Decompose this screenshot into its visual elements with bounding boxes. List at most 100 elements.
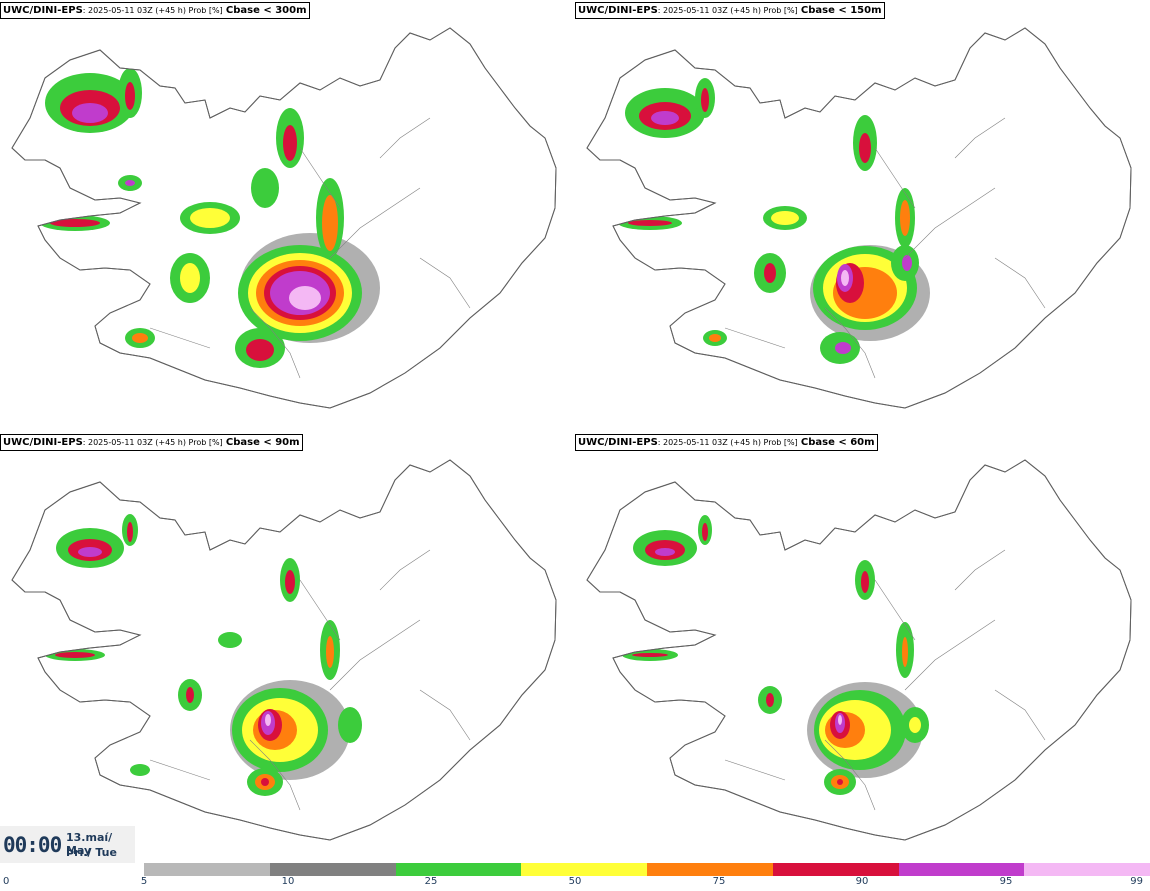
colorbar-segment (395, 863, 522, 876)
colorbar-tick-label: 90 (855, 876, 869, 887)
probability-contour (125, 180, 135, 186)
probability-contour (766, 693, 774, 707)
probability-contour (190, 208, 230, 228)
region-boundary (249, 739, 301, 811)
map-panel-cbase-300: UWC/DINI-EPS: 2025-05-11 03Z (+45 h) Pro… (0, 0, 575, 432)
map-panel-cbase-60: UWC/DINI-EPS: 2025-05-11 03Z (+45 h) Pro… (575, 432, 1150, 864)
probability-contour (841, 270, 849, 286)
probability-contour (909, 717, 921, 733)
probability-contour (902, 637, 908, 667)
probability-contour (900, 200, 910, 236)
probability-contour (709, 334, 721, 342)
colorbar-tick-label: 50 (568, 876, 582, 887)
colorbar-segment (1024, 863, 1150, 876)
probability-contour (289, 286, 321, 310)
colorbar-tick-label: 95 (999, 876, 1013, 887)
probability-contour (764, 263, 776, 283)
region-boundary (299, 147, 341, 209)
region-boundary (329, 619, 421, 691)
probability-contour (861, 571, 869, 593)
region-boundary (249, 307, 301, 379)
colorbar-tick-label: 25 (424, 876, 438, 887)
probability-contour (322, 195, 338, 251)
probability-contour (771, 211, 799, 225)
iceland-coastline (586, 459, 1132, 841)
probability-contour (246, 339, 274, 361)
panel-title: UWC/DINI-EPS: 2025-05-11 03Z (+45 h) Pro… (0, 434, 303, 451)
probability-contour (326, 636, 334, 668)
iceland-map (11, 27, 557, 409)
region-boundary (329, 187, 421, 259)
region-boundary (904, 187, 996, 259)
region-boundary (824, 739, 876, 811)
colorbar-segment (772, 863, 899, 876)
probability-contour (283, 125, 297, 161)
probability-contour (655, 548, 675, 556)
region-boundary (994, 689, 1046, 741)
region-boundary (419, 257, 471, 309)
probability-contour (12, 293, 19, 323)
region-boundary (824, 307, 876, 379)
region-boundary (149, 759, 211, 781)
probability-contour (702, 523, 708, 541)
region-boundary (874, 579, 916, 641)
probability-contour (251, 168, 279, 208)
region-boundary (379, 117, 431, 159)
region-boundary (379, 549, 431, 591)
colorbar-tick-label: 99 (1130, 876, 1143, 887)
probability-contour (265, 714, 271, 726)
probability-colorbar (144, 863, 1150, 876)
iceland-map (586, 459, 1132, 841)
region-boundary (299, 579, 341, 641)
probability-contour (130, 764, 150, 776)
iceland-map (11, 459, 557, 841)
region-boundary (904, 619, 996, 691)
probability-contour (338, 707, 362, 743)
probability-contour (180, 263, 200, 293)
probability-contour (632, 653, 668, 657)
valid-date-line-1: 13.maí/ May (66, 831, 113, 857)
region-boundary (149, 327, 211, 349)
valid-time-box: 00:00 13.maí/ May Þri./ Tue (0, 826, 135, 863)
region-boundary (954, 117, 1006, 159)
colorbar-ticks: 0 5 10 25 50 75 90 95 99 (0, 876, 1150, 890)
iceland-map (586, 27, 1132, 409)
probability-contour (837, 779, 843, 785)
probability-contour (55, 652, 95, 658)
probability-contour (78, 547, 102, 557)
probability-contour (186, 687, 194, 703)
valid-date-line-2: Þri./ Tue (66, 846, 117, 859)
region-boundary (874, 147, 916, 209)
region-boundary (994, 257, 1046, 309)
colorbar-segment (647, 863, 773, 876)
probability-contour (127, 522, 133, 542)
colorbar-tick-label: 0 (3, 876, 10, 887)
probability-contour (72, 103, 108, 123)
probability-contour (859, 133, 871, 163)
colorbar-segment (521, 863, 647, 876)
region-boundary (954, 549, 1006, 591)
map-panel-cbase-150: UWC/DINI-EPS: 2025-05-11 03Z (+45 h) Pro… (575, 0, 1150, 432)
colorbar-tick-label: 5 (140, 876, 148, 887)
panel-title: UWC/DINI-EPS: 2025-05-11 03Z (+45 h) Pro… (575, 434, 878, 451)
probability-contour (838, 715, 842, 725)
region-boundary (419, 689, 471, 741)
probability-contour (50, 219, 100, 227)
probability-contour (701, 88, 709, 112)
probability-contour (218, 632, 242, 648)
probability-contour (261, 778, 269, 786)
probability-contour (835, 342, 851, 354)
probability-contour (902, 255, 912, 271)
map-panel-cbase-90: UWC/DINI-EPS: 2025-05-11 03Z (+45 h) Pro… (0, 432, 575, 864)
probability-contour (285, 570, 295, 594)
colorbar-segment (144, 863, 270, 876)
region-boundary (724, 759, 786, 781)
probability-contour (132, 333, 148, 343)
probability-contour (125, 82, 135, 110)
region-boundary (724, 327, 786, 349)
panel-title: UWC/DINI-EPS: 2025-05-11 03Z (+45 h) Pro… (0, 2, 310, 19)
panel-title: UWC/DINI-EPS: 2025-05-11 03Z (+45 h) Pro… (575, 2, 885, 19)
colorbar-tick-label: 10 (281, 876, 295, 887)
probability-contour (651, 111, 679, 125)
colorbar-segment (898, 863, 1025, 876)
